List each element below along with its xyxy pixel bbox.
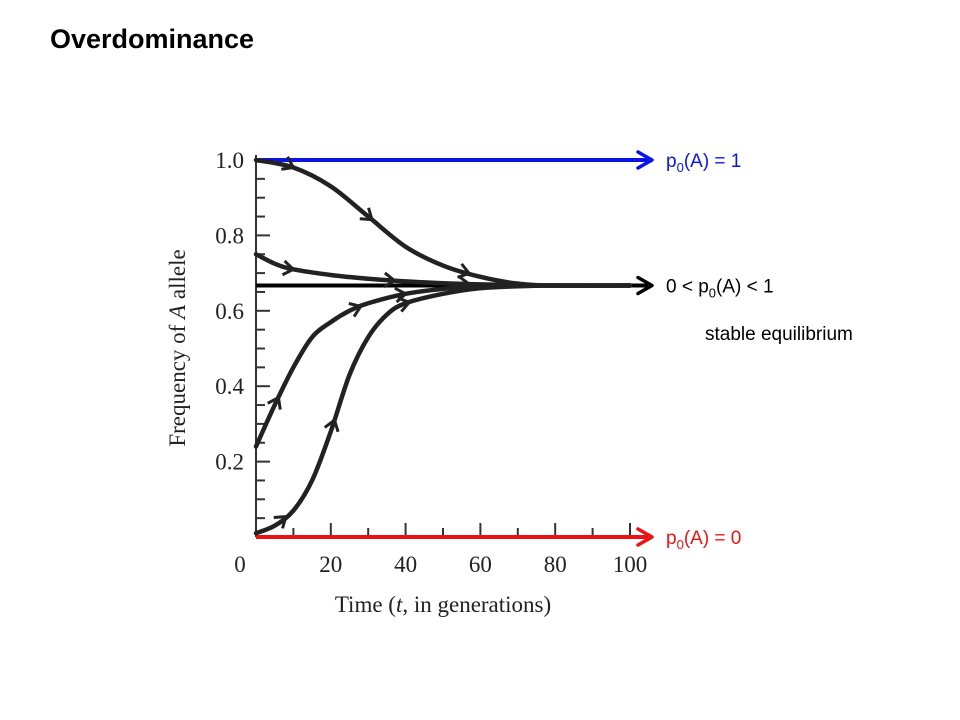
trajectory-curve-3 <box>253 283 633 449</box>
x-tick-label: 40 <box>394 552 417 577</box>
y-tick-label: 0.8 <box>215 223 244 248</box>
reference-arrowhead-middle <box>636 275 654 296</box>
trajectory-arrowhead <box>273 515 288 529</box>
trajectory-arrowhead <box>383 271 396 289</box>
trajectory-arrowhead <box>267 396 282 410</box>
trajectory-curve-2 <box>253 252 633 288</box>
reference-arrowhead-upper <box>636 150 654 170</box>
annotation-label-2: 0 < p0(A) < 1 <box>666 277 774 301</box>
trajectory-arrowhead <box>457 262 471 279</box>
y-axis-title: Frequency of A allele <box>165 249 190 446</box>
x-tick-label: 0 <box>234 552 246 577</box>
x-tick-label: 80 <box>544 552 567 577</box>
y-tick-label: 0.2 <box>215 450 244 475</box>
trajectory-curve-1 <box>253 157 633 288</box>
y-tick-label: 0.4 <box>215 374 244 399</box>
x-tick-label: 60 <box>469 552 492 577</box>
x-axis-title: Time (t, in generations) <box>335 592 551 617</box>
annotation-label-3: p0(A) = 0 <box>666 528 741 552</box>
trajectory-curve-4 <box>253 283 633 536</box>
trajectory-arrowhead <box>397 296 411 313</box>
trajectory-arrowhead <box>359 207 374 222</box>
trajectory-arrowhead <box>323 418 340 433</box>
trajectory-arrowhead <box>281 259 295 277</box>
trajectory-arrowhead <box>348 302 363 318</box>
trajectory-arrowhead <box>281 156 295 171</box>
slide-title: Overdominance <box>50 24 255 54</box>
x-tick-label: 20 <box>319 552 342 577</box>
y-tick-label: 0.6 <box>215 299 244 324</box>
annotation-label-1: p0(A) = 1 <box>666 151 741 175</box>
reference-arrowhead-lower <box>636 527 654 547</box>
y-tick-label: 1.0 <box>215 148 244 173</box>
stable-equilibrium-note: stable equilibrium <box>705 324 853 345</box>
x-tick-label: 100 <box>613 552 648 577</box>
